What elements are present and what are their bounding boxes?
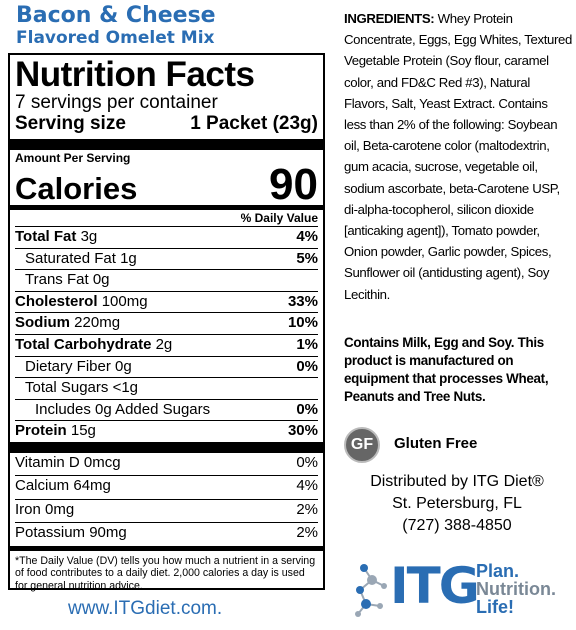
vitamin-dv: 2% <box>296 524 318 542</box>
ingredients-label: INGREDIENTS: <box>344 11 435 26</box>
divider-medium <box>10 545 323 551</box>
nutrient-row-protein: Protein 15g 30% <box>15 421 318 442</box>
nutrient-amount: <1g <box>112 379 139 397</box>
ingredients-block: INGREDIENTS: Whey Protein Concentrate, E… <box>344 8 572 305</box>
nutrient-name: Protein <box>15 422 67 440</box>
distributor-city: St. Petersburg, FL <box>392 495 522 512</box>
nutrient-row-trans-fat: Trans Fat 0g <box>15 270 318 292</box>
calories-value: 90 <box>269 160 318 209</box>
serving-size: Serving size 1 Packet (23g) <box>15 113 318 139</box>
nutrient-amount: 1g <box>120 249 137 267</box>
daily-value-header: % Daily Value <box>15 210 318 227</box>
nutrient-name: Cholesterol <box>15 292 98 310</box>
vitamin-dv: 4% <box>296 477 318 495</box>
nutrient-dv: 4% <box>296 228 318 245</box>
daily-value-footnote: *The Daily Value (DV) tells you how much… <box>15 554 316 592</box>
vitamin-amount: 90mg <box>89 524 127 542</box>
divider-medium <box>10 205 323 210</box>
nutrient-name: Saturated Fat <box>25 249 116 267</box>
nutrient-amount: 220mg <box>74 314 121 332</box>
nutrient-name: Total Sugars <box>25 379 109 397</box>
divider-thick <box>10 441 323 453</box>
product-name: Bacon & Cheese <box>16 3 216 28</box>
website-link[interactable]: www.ITGdiet.com. <box>68 598 223 619</box>
vitamin-row-calcium: Calcium 64mg 4% <box>15 476 318 500</box>
nutrient-dv: 0% <box>296 400 318 418</box>
nutrient-row-total-fat: Total Fat 3g 4% <box>15 227 318 249</box>
nutrient-row-total-carbohydrate: Total Carbohydrate 2g 1% <box>15 335 318 357</box>
serving-size-label: Serving size <box>15 113 126 134</box>
nutrient-amount: 0g <box>92 271 110 289</box>
molecule-icon <box>355 564 387 617</box>
nutrient-amount: 100mg <box>101 292 148 310</box>
vitamin-dv: 0% <box>296 453 318 471</box>
amount-per-serving: Amount Per Serving <box>15 151 131 165</box>
nutrient-row-added-sugars: Includes 0g Added Sugars 0% <box>15 400 318 422</box>
vitamin-row-potassium: Potassium 90mg 2% <box>15 523 318 546</box>
divider-thick <box>10 139 323 150</box>
distributor-info: Distributed by ITG Diet® St. Petersburg,… <box>344 471 570 537</box>
vitamin-row-vitamin-d: Vitamin D 0mcg 0% <box>15 453 318 477</box>
nutrient-row-cholesterol: Cholesterol 100mg 33% <box>15 292 318 314</box>
logo-tagline: Plan. Nutrition. Life! <box>476 562 556 616</box>
vitamin-amount: 0mcg <box>83 453 121 471</box>
nutrient-row-total-sugars: Total Sugars <1g <box>15 378 318 400</box>
gluten-free-icon: GF <box>344 427 380 463</box>
calories-label: Calories <box>15 171 138 206</box>
serving-size-value: 1 Packet (23g) <box>190 113 318 134</box>
nutrient-dv: 10% <box>287 314 318 332</box>
nutrient-amount: 2g <box>155 335 173 353</box>
nutrient-row-dietary-fiber: Dietary Fiber 0g 0% <box>15 357 318 379</box>
calories-row: Calories 90 <box>15 160 318 209</box>
allergen-statement: Contains Milk, Egg and Soy. This product… <box>344 335 549 404</box>
distributor-name: Distributed by ITG Diet® <box>370 473 544 490</box>
nutrient-name: Dietary Fiber <box>25 357 111 375</box>
vitamin-dv: 2% <box>296 500 318 518</box>
nutrient-dv: 30% <box>287 422 318 440</box>
nutrient-name: Total Fat <box>15 228 77 245</box>
nutrient-amount: 15g <box>70 422 96 440</box>
nutrient-name: Total Carbohydrate <box>15 335 152 353</box>
nutrient-name: Includes 0g Added Sugars <box>35 400 211 418</box>
nutrient-amount: 0g <box>115 357 132 375</box>
itg-logo: ITG Plan. Nutrition. Life! <box>350 556 572 622</box>
vitamin-row-iron: Iron 0mg 2% <box>15 500 318 524</box>
vitamin-name: Calcium <box>15 477 70 495</box>
nutrient-dv: 0% <box>296 357 318 375</box>
vitamin-amount: 0mg <box>45 500 75 518</box>
tagline-line: Plan. <box>476 561 520 581</box>
vitamin-amount: 64mg <box>73 477 111 495</box>
vitamin-name: Iron <box>15 500 41 518</box>
nutrient-amount: 3g <box>80 228 98 245</box>
product-title: Bacon & Cheese Flavored Omelet Mix <box>16 3 336 49</box>
tagline-line: Life! <box>476 597 514 617</box>
ingredients-text: Whey Protein Concentrate, Eggs, Egg Whit… <box>344 11 573 302</box>
nutrient-name: Sodium <box>15 314 70 332</box>
nutrient-dv: 33% <box>287 292 318 310</box>
nutrition-facts-title: Nutrition Facts <box>15 55 255 94</box>
nutrient-dv: 1% <box>296 335 318 353</box>
nutrient-dv: 5% <box>296 249 318 267</box>
nutrition-facts-label: Nutrition Facts 7 servings per container… <box>8 53 325 592</box>
logo-wordmark: ITG <box>390 557 480 615</box>
gluten-free-label: Gluten Free <box>394 435 478 452</box>
nutrient-name: Trans Fat <box>25 271 89 289</box>
vitamin-name: Vitamin D <box>15 453 80 471</box>
nutrient-row-saturated-fat: Saturated Fat 1g 5% <box>15 249 318 271</box>
product-subtitle: Flavored Omelet Mix <box>16 28 215 48</box>
servings-per-container: 7 servings per container <box>15 92 218 113</box>
distributor-phone: (727) 388-4850 <box>402 517 512 534</box>
nutrient-row-sodium: Sodium 220mg 10% <box>15 313 318 335</box>
tagline-line: Nutrition. <box>476 579 556 599</box>
vitamin-name: Potassium <box>15 524 86 542</box>
